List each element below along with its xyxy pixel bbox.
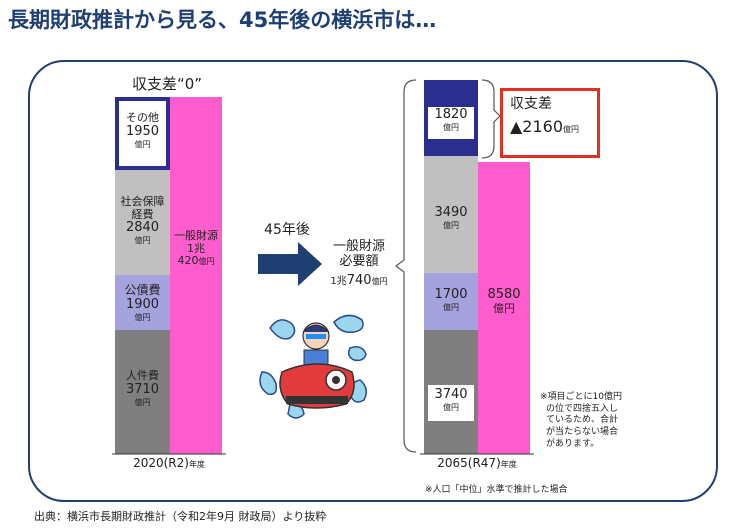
middle-value: 1兆740億円	[318, 272, 400, 289]
label-right-social-value: 3490	[434, 205, 468, 220]
left-year-label: 2020(R2)年度	[112, 456, 226, 471]
label-left-revenue-line3: 420	[177, 254, 199, 268]
label-left-revenue-value: 420億円	[170, 254, 222, 268]
label-left-personnel-unit: 億円	[134, 397, 151, 407]
middle-value-b: 740	[346, 272, 372, 288]
label-left-debt-value: 1900	[125, 296, 160, 312]
source-note: 出典：横浜市長期財政推計（令和2年9月 財政局）より抜粋	[34, 510, 327, 523]
label-right-personnel-unit: 億円	[443, 402, 459, 412]
label-left-personnel: 人件費 3710 億円	[115, 369, 170, 407]
callout-value-unit: 億円	[563, 125, 580, 134]
rounding-note: ※項目ごとに10億円 の位で四捨五入し ているため、合計 が当たらない場合 があ…	[540, 392, 622, 450]
bar-left-revenue	[170, 97, 222, 454]
bar-right-debt	[424, 273, 478, 330]
label-left-revenue-unit: 億円	[198, 257, 215, 267]
label-right-social: 3490 億円	[424, 205, 478, 230]
label-left-debt: 公債費 1900 億円	[115, 283, 170, 322]
label-right-social-unit: 億円	[443, 220, 459, 230]
label-left-other: その他 1950 億円	[115, 111, 170, 149]
label-right-top: 1820 億円	[428, 107, 474, 132]
label-right-revenue-unit: 億円	[493, 301, 515, 315]
callout-value: ▲2160億円	[510, 117, 580, 136]
bracket-callout	[481, 79, 501, 159]
label-right-personnel-value: 3740	[434, 387, 468, 402]
arrow-label: 45年後	[264, 222, 310, 238]
rounding-note-line: の位で四捨五入し	[546, 403, 619, 414]
label-left-social-value: 2840	[125, 220, 160, 236]
balance-callout	[500, 88, 600, 158]
middle-label: 一般財源 必要額 1兆740億円	[318, 239, 400, 289]
label-right-top-value: 1820	[434, 107, 468, 122]
label-right-debt-value: 1700	[434, 287, 468, 302]
bracket-left	[395, 79, 417, 453]
middle-line1: 一般財源	[332, 239, 385, 254]
label-left-revenue: 一般財源 1兆 420億円	[170, 229, 222, 268]
label-left-revenue-line2: 1兆	[187, 241, 205, 255]
left-year-suffix: 年度	[188, 460, 205, 469]
label-left-revenue-line1: 一般財源	[174, 229, 218, 242]
label-left-social-unit: 億円	[134, 236, 151, 246]
label-right-revenue: 8580 億円	[478, 287, 530, 316]
bar-right-social	[424, 156, 478, 273]
middle-line2: 必要額	[339, 253, 379, 269]
label-right-personnel: 3740 億円	[428, 387, 474, 412]
rounding-note-line: があります。	[546, 438, 600, 449]
label-right-debt: 1700 億円	[424, 287, 478, 312]
label-right-revenue-value: 8580	[487, 287, 521, 302]
left-heading: 収支差“0”	[131, 75, 203, 93]
bar-left-debt	[115, 275, 170, 330]
right-year-main: 2065(R47)	[437, 456, 501, 470]
middle-value-a: 1兆	[330, 275, 347, 287]
label-right-debt-unit: 億円	[443, 302, 459, 312]
middle-unit: 億円	[371, 276, 388, 286]
content-frame	[28, 60, 718, 502]
label-left-other-value: 1950	[125, 123, 160, 139]
label-left-other-unit: 億円	[134, 139, 151, 149]
bar-right-top-inner	[428, 107, 474, 139]
label-left-social-name2: 経費	[131, 207, 154, 221]
left-year-main: 2020(R2)	[133, 456, 189, 470]
label-left-debt-name: 公債費	[124, 283, 161, 297]
page-title: 長期財政推計から見る、45年後の横浜市は…	[8, 8, 437, 32]
bar-left-social	[115, 170, 170, 275]
rounding-note-line: ※項目ごとに10億円	[540, 392, 622, 402]
label-left-debt-unit: 億円	[134, 312, 151, 322]
bar-left-other-inner	[119, 101, 166, 166]
bar-left-personnel	[115, 330, 170, 454]
right-year-suffix: 年度	[500, 460, 517, 469]
rounding-note-line: ているため、合計	[546, 415, 619, 426]
arrow-icon	[258, 242, 322, 286]
bar-right-personnel-inner	[428, 385, 474, 421]
label-right-top-unit: 億円	[443, 122, 459, 132]
bumper-car-illustration	[259, 314, 367, 419]
label-left-other-name: その他	[126, 111, 159, 124]
label-left-personnel-name: 人件費	[126, 369, 159, 382]
rounding-note-line: が当たらない場合	[546, 427, 619, 438]
bar-right-revenue	[478, 162, 530, 454]
callout-value-num: ▲2160	[510, 117, 564, 136]
label-left-social-name1: 社会保障	[120, 195, 165, 208]
label-left-personnel-value: 3710	[125, 381, 160, 397]
label-left-social: 社会保障 経費 2840 億円	[115, 195, 170, 246]
right-year-label: 2065(R47)年度	[420, 456, 534, 471]
callout-label: 収支差	[510, 96, 552, 112]
population-note: ※人口「中位」水準で推計した場合	[425, 485, 568, 495]
